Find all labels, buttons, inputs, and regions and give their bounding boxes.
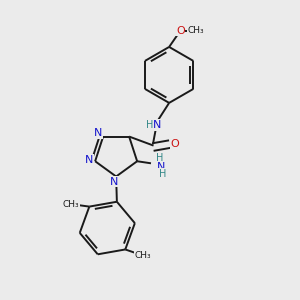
Text: H: H (159, 169, 166, 178)
Text: N: N (157, 162, 166, 172)
Text: CH₃: CH₃ (187, 26, 204, 35)
Text: H: H (156, 153, 164, 163)
Text: N: N (94, 128, 102, 138)
Text: N: N (110, 177, 118, 187)
Text: N: N (85, 155, 93, 165)
Text: CH₃: CH₃ (63, 200, 80, 209)
Text: O: O (171, 139, 179, 149)
Text: H: H (146, 120, 154, 130)
Text: CH₃: CH₃ (135, 251, 151, 260)
Text: N: N (153, 120, 161, 130)
Text: O: O (176, 26, 185, 36)
